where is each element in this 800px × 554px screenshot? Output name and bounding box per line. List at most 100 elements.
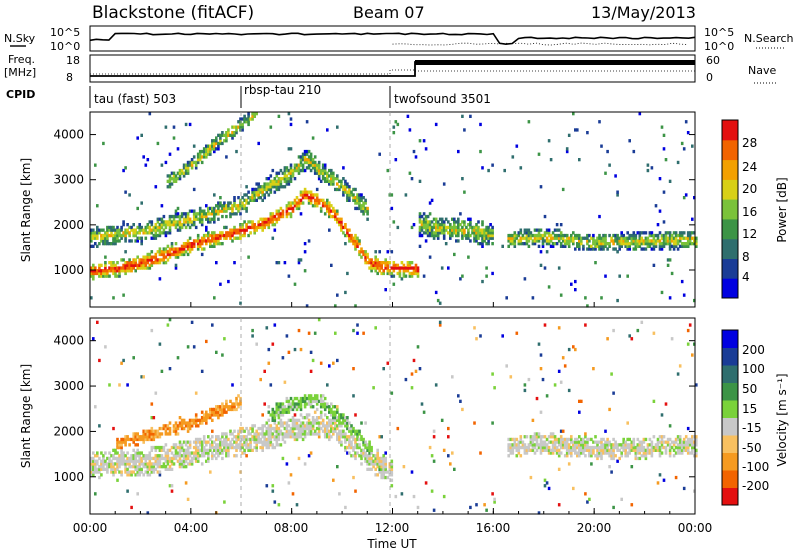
heatmap-cell — [469, 223, 472, 227]
heatmap-cell — [251, 193, 254, 197]
heatmap-cell — [594, 435, 597, 439]
heatmap-cell — [646, 244, 650, 248]
heatmap-cell — [364, 252, 367, 257]
heatmap-cell — [590, 247, 593, 251]
heatmap-cell — [287, 177, 291, 181]
heatmap-cell — [112, 228, 115, 232]
heatmap-cell — [231, 443, 234, 447]
heatmap-cell — [531, 296, 535, 300]
heatmap-cell — [660, 244, 664, 248]
heatmap-cell — [126, 456, 129, 461]
heatmap-cell — [233, 445, 236, 450]
heatmap-cell — [317, 168, 321, 173]
heatmap-cell — [430, 228, 434, 232]
heatmap-cell — [336, 174, 339, 178]
velocity-colorbar-label: Velocity [m s⁻¹] — [775, 373, 789, 466]
heatmap-cell — [277, 405, 281, 409]
heatmap-cell — [537, 342, 541, 346]
heatmap-cell — [200, 239, 204, 243]
heatmap-cell — [672, 231, 676, 235]
heatmap-cell — [138, 454, 141, 458]
heatmap-cell — [410, 225, 414, 230]
heatmap-cell — [265, 182, 269, 186]
heatmap-cell — [180, 244, 184, 248]
heatmap-cell — [473, 233, 476, 238]
heatmap-cell — [295, 402, 299, 406]
heatmap-cell — [188, 418, 192, 422]
x-tick-label: 00:00 — [678, 521, 713, 535]
heatmap-cell — [350, 424, 353, 428]
heatmap-cell — [176, 432, 180, 436]
heatmap-cell — [547, 242, 551, 246]
heatmap-cell — [370, 266, 373, 270]
velocity-heatmap-cells — [90, 318, 698, 515]
heatmap-cell — [578, 239, 581, 243]
heatmap-cell — [168, 214, 172, 219]
heatmap-cell — [330, 413, 333, 417]
heatmap-cell — [184, 242, 188, 246]
heatmap-cell — [475, 231, 478, 235]
heatmap-cell — [523, 242, 527, 246]
heatmap-cell — [188, 459, 192, 463]
heatmap-cell — [638, 448, 642, 452]
heatmap-cell — [235, 454, 238, 458]
heatmap-cell — [243, 440, 246, 444]
heatmap-cell — [666, 440, 670, 444]
heatmap-cell — [517, 239, 521, 243]
heatmap-cell — [172, 177, 176, 181]
heatmap-cell — [146, 225, 150, 230]
heatmap-cell — [194, 239, 198, 243]
heatmap-cell — [178, 424, 182, 428]
heatmap-cell — [390, 465, 394, 469]
heatmap-cell — [271, 220, 275, 224]
heatmap-cell — [299, 402, 303, 406]
heatmap-cell — [618, 239, 621, 243]
heatmap-cell — [202, 418, 206, 422]
heatmap-cell — [176, 171, 180, 175]
heatmap-cell — [96, 454, 99, 458]
heatmap-cell — [475, 223, 478, 227]
heatmap-cell — [114, 269, 117, 273]
heatmap-cell — [541, 233, 545, 238]
heatmap-cell — [102, 454, 105, 458]
heatmap-cell — [174, 255, 178, 259]
heatmap-cell — [539, 250, 543, 254]
heatmap-cell — [227, 448, 230, 452]
heatmap-cell — [120, 445, 123, 450]
heatmap-cell — [551, 448, 555, 452]
heatmap-cell — [594, 440, 597, 444]
heatmap-cell — [136, 225, 139, 230]
heatmap-cell — [148, 231, 152, 235]
heatmap-cell — [648, 244, 652, 248]
heatmap-cell — [287, 350, 291, 354]
heatmap-cell — [368, 266, 371, 270]
heatmap-cell — [219, 443, 222, 447]
heatmap-cell — [366, 217, 369, 221]
heatmap-cell — [305, 196, 309, 200]
heatmap-cell — [116, 228, 119, 232]
heatmap-cell — [174, 426, 178, 431]
heatmap-cell — [356, 435, 359, 439]
heatmap-cell — [688, 451, 692, 455]
heatmap-cell — [96, 204, 99, 208]
heatmap-cell — [676, 448, 680, 452]
heatmap-cell — [94, 271, 97, 276]
heatmap-cell — [563, 440, 567, 444]
heatmap-cell — [283, 440, 287, 444]
heatmap-cell — [265, 437, 269, 442]
heatmap-cell — [660, 443, 664, 447]
heatmap-cell — [596, 445, 599, 450]
heatmap-cell — [572, 486, 575, 491]
heatmap-cell — [628, 139, 631, 143]
heatmap-cell — [158, 426, 162, 431]
heatmap-cell — [245, 223, 248, 227]
heatmap-cell — [221, 214, 224, 219]
heatmap-cell — [132, 462, 135, 466]
heatmap-cell — [628, 334, 631, 338]
heatmap-cell — [92, 465, 95, 469]
heatmap-cell — [138, 266, 141, 270]
heatmap-cell — [122, 223, 125, 227]
heatmap-cell — [90, 473, 93, 477]
heatmap-cell — [279, 185, 283, 189]
heatmap-cell — [461, 220, 464, 224]
